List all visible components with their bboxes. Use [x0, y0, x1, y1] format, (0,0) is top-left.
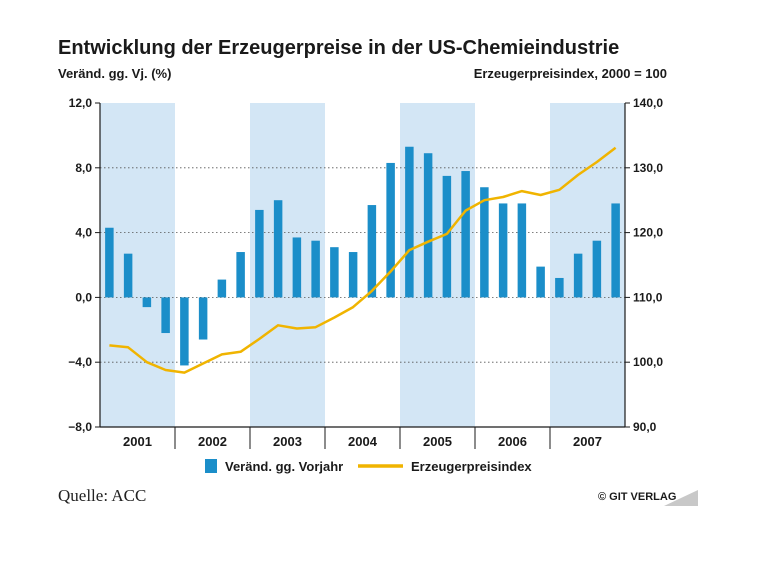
year-label-2007: 2007: [573, 434, 602, 449]
legend-line-label: Erzeugerpreisindex: [411, 459, 532, 474]
reference-lines: [100, 167, 625, 363]
bar-2005-Q1: [405, 146, 414, 298]
left-tick-label: 12,0: [69, 96, 93, 110]
right-tick-label: 130,0: [633, 161, 663, 175]
bar-2002-Q3: [217, 279, 227, 298]
right-axis-label: Erzeugerpreisindex, 2000 = 100: [474, 66, 667, 81]
bar-2003-Q1: [255, 209, 264, 298]
year-label-2001: 2001: [123, 434, 152, 449]
bar-2007-Q4: [611, 203, 620, 298]
bar-2003-Q4: [311, 240, 320, 298]
bar-2001-Q4: [161, 297, 170, 334]
right-tick-label: 120,0: [633, 226, 663, 240]
bar-2002-Q1: [180, 297, 189, 366]
year-labels: 2001 2002 2003 2004 2005 2006 2007: [123, 427, 602, 449]
brand-wedge: [664, 490, 698, 506]
legend-bar-swatch: [205, 459, 217, 473]
right-tick-label: 100,0: [633, 355, 663, 369]
bar-2006-Q2: [498, 203, 508, 298]
right-tick-label: 110,0: [633, 290, 663, 304]
chart-title: Entwicklung der Erzeugerpreise in der US…: [58, 37, 619, 59]
bar-series: [105, 146, 620, 366]
year-label-2005: 2005: [423, 434, 452, 449]
bar-2002-Q2: [198, 297, 208, 340]
bar-2001-Q3: [142, 297, 152, 308]
year-label-2002: 2002: [198, 434, 227, 449]
brand-label: © GIT VERLAG: [598, 491, 676, 503]
left-tick-label: −8,0: [68, 420, 92, 434]
bar-2002-Q4: [236, 252, 245, 298]
left-tick-label: 0,0: [75, 290, 92, 304]
right-tick-label: 90,0: [633, 420, 657, 434]
left-tick-label: −4,0: [68, 355, 92, 369]
year-label-2004: 2004: [348, 434, 378, 449]
line-series: [109, 146, 617, 374]
bar-2006-Q4: [536, 266, 545, 298]
bar-2005-Q2: [423, 153, 433, 298]
bar-2004-Q3: [367, 205, 377, 298]
legend-bar-label: Veränd. gg. Vorjahr: [225, 459, 343, 474]
bar-2001-Q2: [123, 253, 133, 298]
year-shading: [100, 103, 625, 427]
left-axis-label: Veränd. gg. Vj. (%): [58, 66, 171, 81]
bar-2003-Q3: [292, 237, 302, 298]
legend: Veränd. gg. Vorjahr Erzeugerpreisindex: [205, 459, 532, 474]
bar-2005-Q3: [442, 175, 452, 298]
bar-2007-Q2: [573, 253, 583, 298]
bar-2001-Q1: [105, 227, 114, 298]
bar-2004-Q4: [386, 162, 395, 298]
right-tick-labels: 140,0 130,0 120,0 110,0 100,0 90,0: [625, 96, 663, 434]
bar-2005-Q4: [461, 171, 470, 298]
bar-2007-Q1: [555, 277, 564, 298]
left-tick-label: 4,0: [75, 226, 92, 240]
bar-2006-Q1: [480, 187, 489, 298]
left-tick-label: 8,0: [75, 161, 92, 175]
source-note: Quelle: ACC: [58, 486, 146, 505]
bar-2007-Q3: [592, 240, 602, 298]
bar-2004-Q2: [348, 252, 358, 298]
year-label-2006: 2006: [498, 434, 527, 449]
bar-2006-Q3: [517, 203, 527, 298]
bar-2004-Q1: [330, 247, 339, 298]
year-label-2003: 2003: [273, 434, 302, 449]
left-tick-labels: 12,0 8,0 4,0 0,0 −4,0 −8,0: [68, 96, 100, 434]
right-tick-label: 140,0: [633, 96, 663, 110]
axes: [99, 103, 626, 428]
bar-2003-Q2: [273, 200, 283, 298]
index-line: [109, 146, 617, 374]
